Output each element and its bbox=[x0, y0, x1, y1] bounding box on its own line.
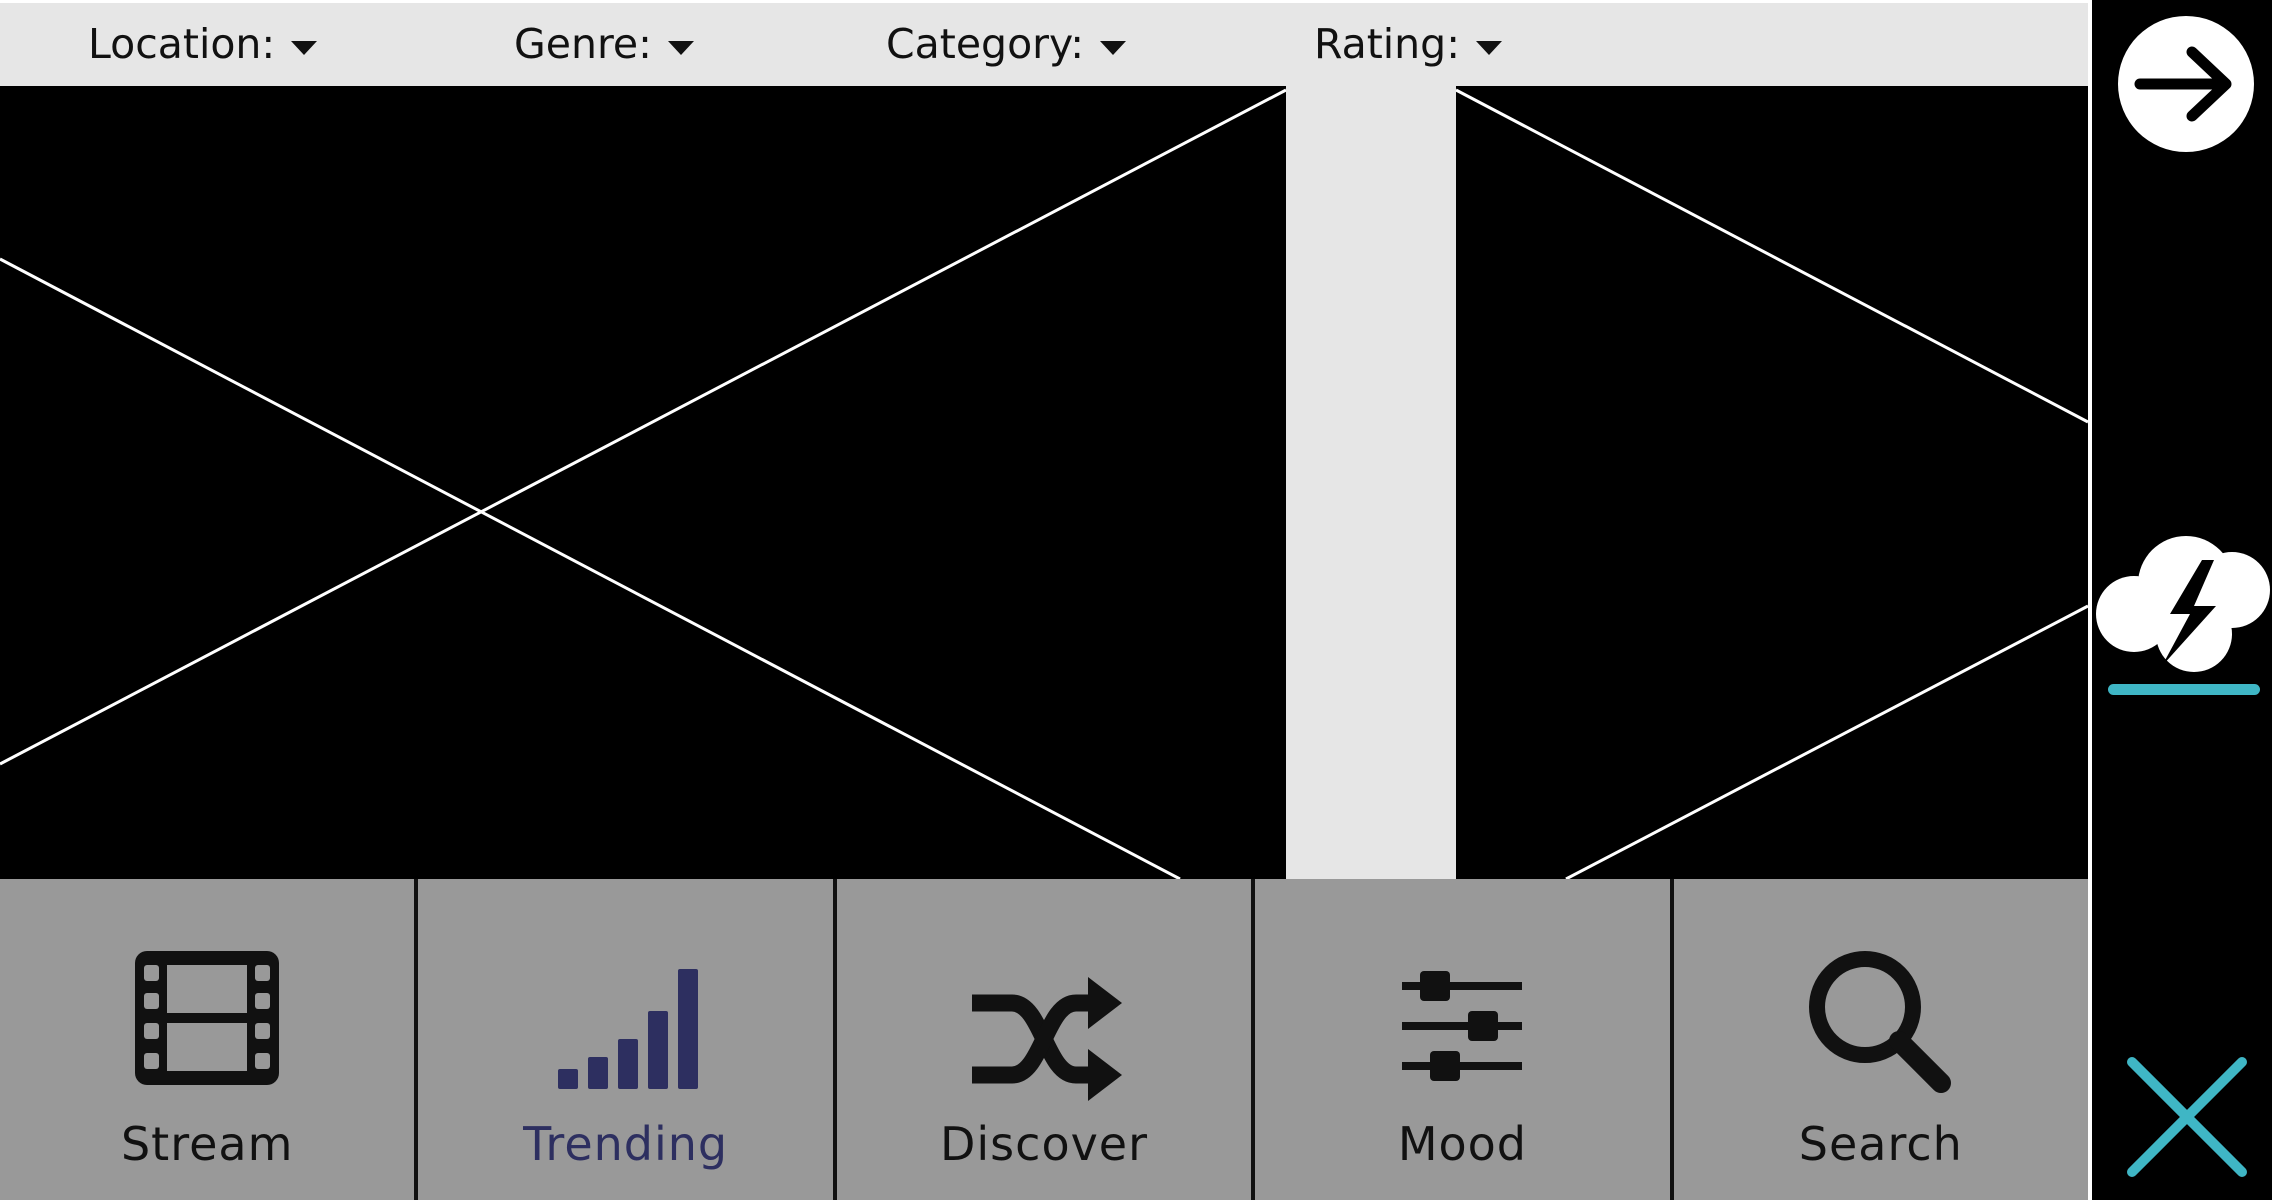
nav-search-label: Search bbox=[1798, 1117, 1963, 1171]
nav-search[interactable]: Search bbox=[1674, 879, 2088, 1200]
arrow-right-circle-icon[interactable] bbox=[2116, 14, 2256, 154]
location-filter-dropdown[interactable]: Location: bbox=[88, 17, 319, 71]
nav-trending[interactable]: Trending bbox=[418, 879, 837, 1200]
next-media-tile[interactable] bbox=[1456, 86, 2088, 879]
film-icon bbox=[135, 951, 280, 1085]
nav-discover-label: Discover bbox=[939, 1117, 1149, 1171]
nav-trending-label: Trending bbox=[523, 1117, 729, 1171]
weather-active-indicator bbox=[2108, 684, 2260, 695]
content-carousel bbox=[0, 86, 2088, 879]
close-icon[interactable] bbox=[2124, 1054, 2250, 1180]
caret-down-icon bbox=[667, 41, 694, 55]
category-filter-dropdown[interactable]: Category: bbox=[886, 17, 1128, 71]
genre-filter-label: Genre: bbox=[514, 20, 652, 68]
image-placeholder-icon bbox=[0, 88, 1286, 879]
caret-down-icon bbox=[291, 41, 318, 55]
location-filter-label: Location: bbox=[88, 20, 276, 68]
search-icon bbox=[1808, 951, 1951, 1093]
rating-filter-label: Rating: bbox=[1314, 20, 1461, 68]
signal-bars-icon bbox=[557, 969, 698, 1089]
nav-mood-label: Mood bbox=[1397, 1117, 1528, 1171]
nav-mood[interactable]: Mood bbox=[1255, 879, 1674, 1200]
sliders-icon bbox=[1402, 971, 1523, 1081]
shuffle-icon bbox=[972, 977, 1123, 1101]
featured-media-tile[interactable] bbox=[0, 86, 1286, 879]
filter-bar: Location: Genre: Category: Rating: bbox=[0, 0, 2088, 86]
nav-discover[interactable]: Discover bbox=[837, 879, 1256, 1200]
genre-filter-dropdown[interactable]: Genre: bbox=[514, 17, 696, 71]
bottom-navigation: Stream Trending Discover bbox=[0, 879, 2088, 1200]
caret-down-icon bbox=[1100, 41, 1127, 55]
nav-stream[interactable]: Stream bbox=[0, 879, 419, 1200]
category-filter-label: Category: bbox=[886, 20, 1085, 68]
thunderstorm-cloud-icon[interactable] bbox=[2094, 534, 2270, 674]
rating-filter-dropdown[interactable]: Rating: bbox=[1314, 17, 1504, 71]
caret-down-icon bbox=[1476, 41, 1503, 55]
image-placeholder-icon bbox=[1456, 88, 2088, 879]
right-rail bbox=[2088, 0, 2272, 1200]
nav-stream-label: Stream bbox=[120, 1117, 294, 1171]
